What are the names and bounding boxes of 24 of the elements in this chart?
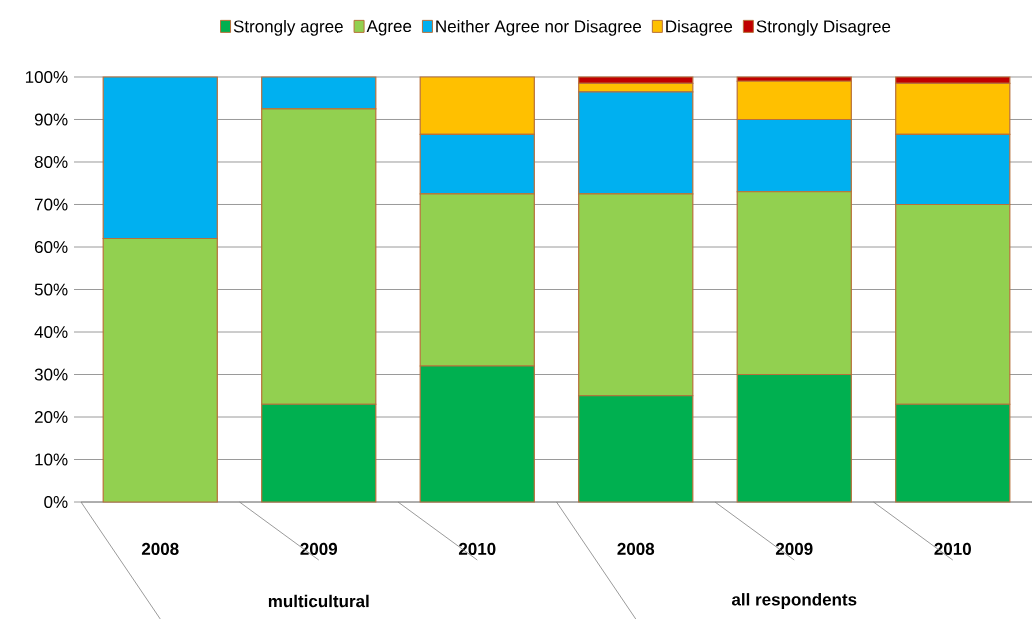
- y-tick-label: 60%: [34, 240, 68, 254]
- y-tick-label: 40%: [34, 325, 68, 339]
- x-tick-label: 2008: [617, 542, 655, 555]
- y-tick-label: 0%: [44, 495, 68, 509]
- y-tick-label: 10%: [35, 453, 68, 466]
- x-tick-label: 2009: [775, 542, 813, 555]
- y-tick-label: 90%: [34, 113, 68, 126]
- y-tick-label: 100%: [25, 70, 68, 84]
- legend-label: Neither Agree nor Disagree: [436, 19, 642, 36]
- y-tick-label: 20%: [34, 410, 68, 424]
- y-tick-label: 50%: [34, 283, 68, 296]
- text: all respondents: [731, 593, 857, 609]
- y-tick-label: 80%: [34, 155, 68, 169]
- text: multicultural: [268, 594, 369, 608]
- x-tick-label: 2010: [458, 542, 496, 555]
- x-tick-label: 2010: [934, 542, 971, 555]
- x-tick-label: 2008: [141, 542, 179, 555]
- legend-label: Strongly agree: [233, 19, 343, 36]
- x-tick-label: 2009: [300, 542, 338, 555]
- y-tick-label: 30%: [34, 368, 68, 381]
- legend-label: Agree: [366, 20, 412, 36]
- legend-label: Disagree: [666, 19, 733, 36]
- y-tick-label: 70%: [34, 198, 68, 211]
- legend-label: Strongly Disagree: [756, 19, 891, 36]
